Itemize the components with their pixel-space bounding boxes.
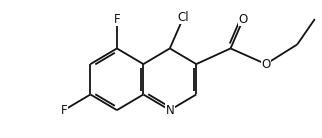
Text: O: O <box>261 58 270 71</box>
Text: N: N <box>166 104 174 117</box>
Text: Cl: Cl <box>178 11 189 24</box>
Text: F: F <box>61 104 67 117</box>
Text: O: O <box>239 13 248 26</box>
Text: F: F <box>114 13 120 26</box>
